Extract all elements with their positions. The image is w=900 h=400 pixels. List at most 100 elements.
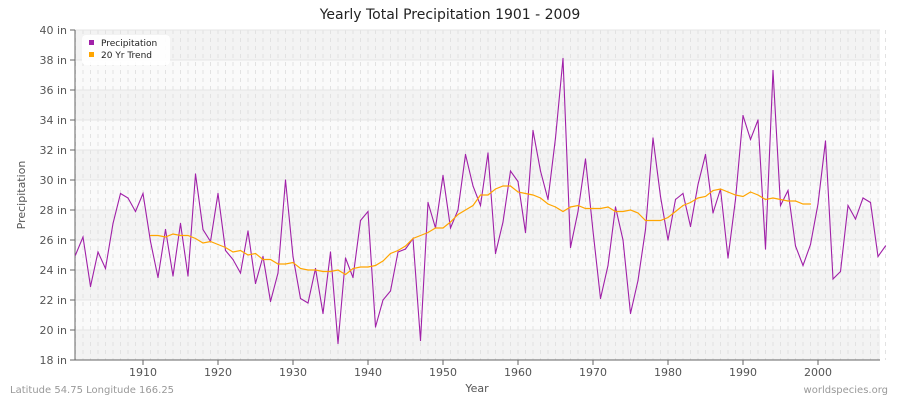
trend-point (314, 269, 317, 271)
precipitation-point (374, 326, 377, 328)
trend-point (539, 197, 542, 199)
trend-point (614, 210, 617, 213)
precipitation-point (352, 276, 354, 279)
trend-point (449, 221, 452, 223)
x-tick-label: 1920 (204, 366, 232, 379)
precipitation-point (554, 137, 557, 139)
precipitation-point (224, 249, 227, 252)
x-axis-label: Year (464, 382, 489, 395)
precipitation-point (142, 192, 144, 195)
trend-point (284, 263, 287, 265)
plot-band (75, 330, 880, 360)
x-tick-label: 1990 (729, 366, 757, 379)
precipitation-point (329, 251, 332, 253)
precipitation-point (239, 272, 242, 274)
precipitation-point (164, 228, 167, 231)
trend-point (607, 206, 609, 208)
y-tick-label: 40 in (39, 24, 67, 37)
precipitation-point (299, 297, 302, 300)
precipitation-point (569, 246, 572, 249)
plot-band (75, 90, 880, 120)
precipitation-point (284, 179, 287, 181)
trend-point (584, 207, 587, 210)
precipitation-point (89, 285, 92, 288)
trend-point (434, 227, 437, 229)
trend-point (764, 198, 767, 201)
legend-box (82, 35, 170, 65)
x-tick-label: 1970 (579, 366, 607, 379)
trend-point (442, 227, 444, 229)
precipitation-point (622, 239, 624, 241)
trend-point (622, 210, 624, 213)
precipitation-point (614, 206, 617, 208)
trend-point (502, 185, 504, 187)
precipitation-point (322, 312, 324, 315)
y-tick-label: 24 in (39, 264, 67, 277)
trend-point (802, 203, 804, 205)
precipitation-point (787, 189, 789, 192)
precipitation-point (517, 180, 519, 183)
precipitation-point (262, 255, 264, 258)
precipitation-point (187, 275, 189, 277)
trend-point (217, 243, 219, 246)
precipitation-point (607, 264, 609, 267)
precipitation-point (172, 275, 174, 277)
trend-point (352, 267, 354, 270)
plot-band (75, 300, 880, 330)
precipitation-point (854, 218, 857, 220)
trend-point (337, 269, 339, 271)
x-tick-label: 1950 (429, 366, 457, 379)
precipitation-point (757, 119, 759, 121)
trend-point (547, 203, 549, 205)
trend-point (682, 204, 684, 207)
trend-point (269, 258, 272, 261)
trend-point (382, 260, 384, 262)
plot-band (75, 270, 880, 300)
y-tick-label: 22 in (39, 294, 67, 307)
precipitation-point (382, 299, 384, 301)
trend-point (247, 254, 249, 256)
legend-swatch (89, 40, 94, 45)
precipitation-point (637, 279, 639, 282)
trend-point (397, 249, 399, 252)
y-tick-label: 18 in (39, 354, 67, 367)
precipitation-point (277, 272, 279, 274)
precipitation-point (847, 204, 849, 207)
precipitation-point (697, 183, 699, 186)
trend-point (164, 236, 167, 238)
precipitation-point (832, 278, 834, 280)
trend-point (464, 209, 467, 211)
precipitation-point (539, 170, 542, 172)
precipitation-point (794, 245, 797, 247)
trend-point (457, 213, 459, 216)
precipitation-point (157, 276, 159, 279)
trend-point (359, 266, 362, 268)
trend-point (427, 231, 429, 234)
precipitation-point (104, 267, 107, 270)
precipitation-point (562, 57, 564, 60)
trend-point (419, 234, 422, 237)
precipitation-point (127, 197, 129, 199)
trend-point (254, 252, 257, 255)
precipitation-point (307, 302, 309, 304)
precipitation-point (547, 198, 549, 201)
trend-point (704, 195, 707, 198)
trend-point (232, 251, 234, 253)
x-tick-label: 2000 (804, 366, 832, 379)
precipitation-point (404, 248, 407, 250)
trend-point (322, 270, 324, 273)
trend-point (562, 210, 564, 213)
trend-point (374, 264, 377, 267)
precipitation-point (419, 339, 422, 342)
precipitation-point (149, 240, 152, 243)
trend-point (487, 194, 489, 196)
trend-point (794, 200, 797, 202)
y-axis-label: Precipitation (15, 161, 28, 230)
legend: Precipitation 20 Yr Trend (82, 35, 170, 65)
y-tick-label: 26 in (39, 234, 67, 247)
trend-point (344, 273, 347, 276)
trend-point (599, 207, 602, 210)
trend-point (367, 266, 369, 268)
plot-band (75, 30, 880, 60)
